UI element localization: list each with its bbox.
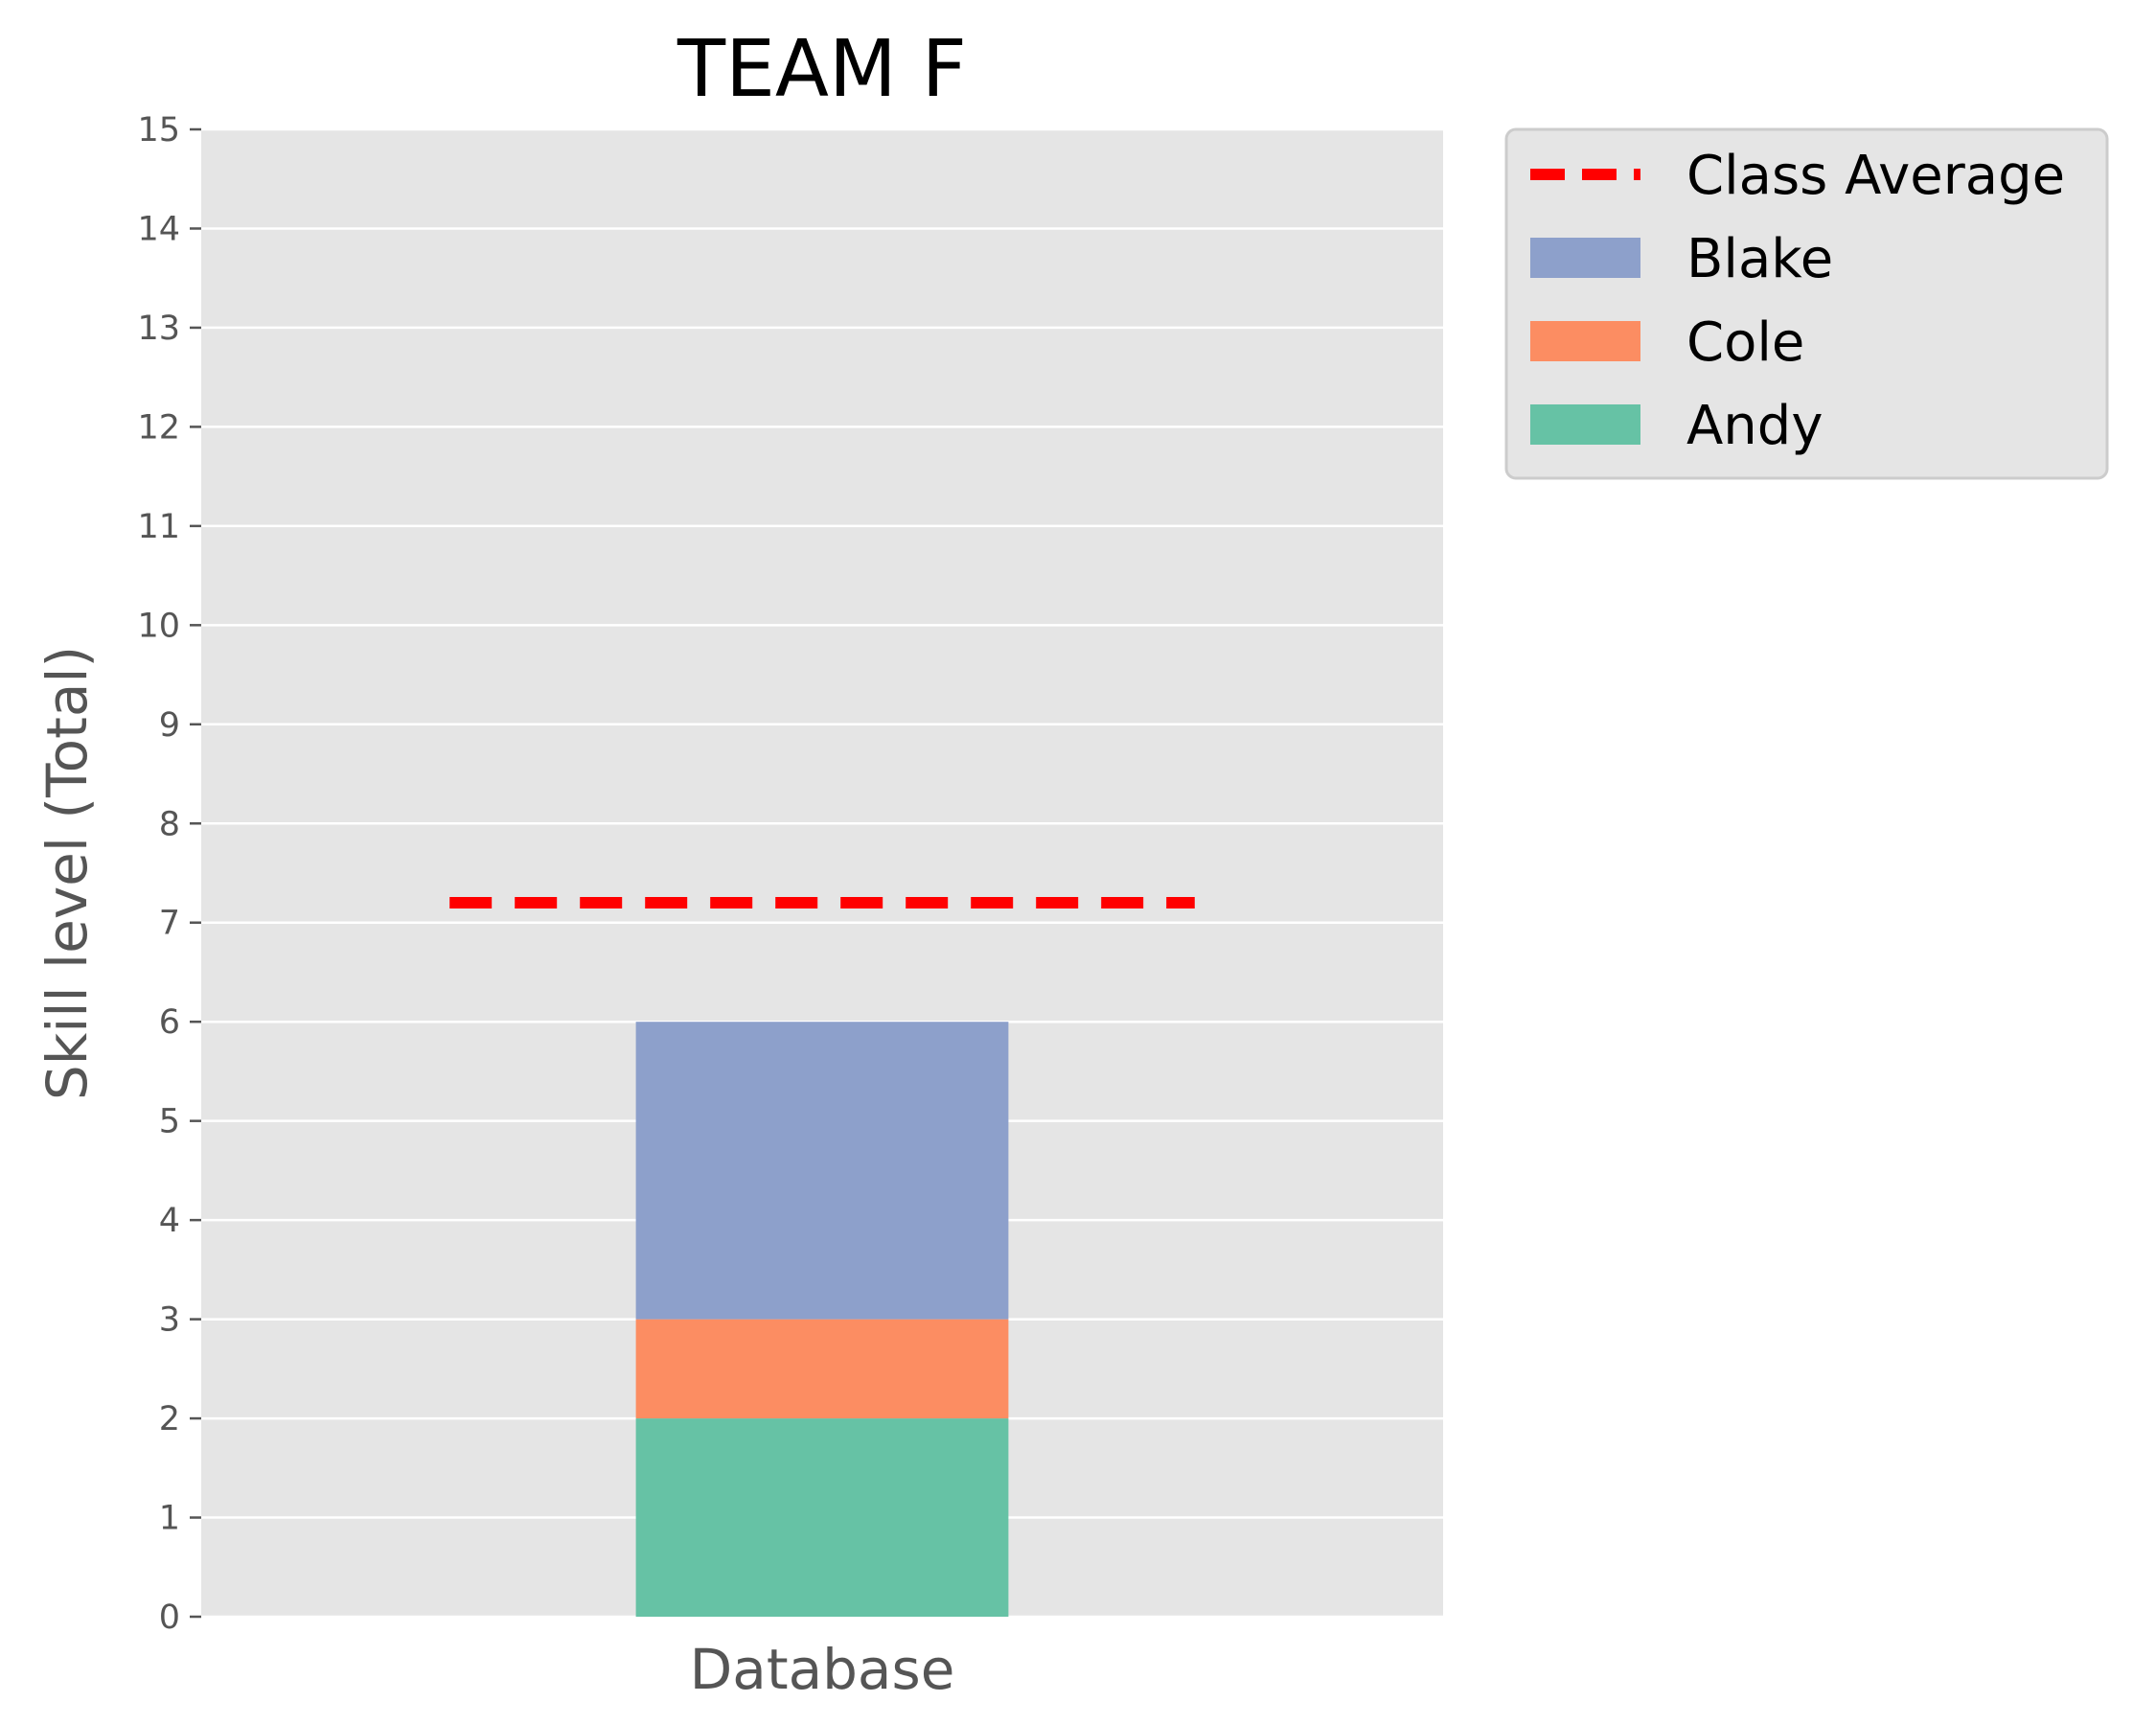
y-tick-label-0: 0: [159, 1598, 180, 1637]
y-tick-label-4: 4: [159, 1202, 180, 1240]
y-tick-label-8: 8: [159, 805, 180, 843]
legend-swatch-andy: [1530, 404, 1640, 445]
bar-blake-database: [635, 1022, 1009, 1320]
grid-lines: [201, 127, 1443, 1619]
y-tick-label-2: 2: [159, 1400, 180, 1438]
y-tick-label-14: 14: [137, 210, 180, 248]
y-tick-label-13: 13: [137, 310, 180, 348]
y-tick-label-15: 15: [137, 111, 180, 150]
legend-label-class-average: Class Average: [1686, 145, 2065, 207]
bar-andy-database: [635, 1418, 1009, 1617]
y-axis-label: Skill level (Total): [34, 646, 100, 1100]
y-tick-label-6: 6: [159, 1003, 180, 1042]
y-tick-label-11: 11: [137, 508, 180, 546]
x-axis: Database: [690, 1637, 955, 1702]
legend-frame: [1504, 127, 2109, 480]
y-tick-label-12: 12: [137, 408, 180, 447]
x-tick-label-database: Database: [690, 1637, 955, 1702]
legend-swatch-blake: [1530, 238, 1640, 278]
legend-label-andy: Andy: [1686, 395, 1823, 457]
chart-title: TEAM F: [677, 24, 967, 115]
legend-swatch-cole: [1530, 321, 1640, 361]
y-tick-label-1: 1: [159, 1500, 180, 1538]
legend-label-blake: Blake: [1686, 228, 1833, 290]
bars: [635, 1022, 1009, 1617]
legend: Class Average Blake Cole Andy: [1504, 127, 2109, 480]
y-tick-label-3: 3: [159, 1301, 180, 1340]
y-tick-label-5: 5: [159, 1103, 180, 1141]
y-tick-label-10: 10: [137, 607, 180, 645]
y-tick-label-9: 9: [159, 706, 180, 745]
legend-label-cole: Cole: [1686, 311, 1804, 374]
y-tick-label-7: 7: [159, 905, 180, 943]
bar-cole-database: [635, 1319, 1009, 1419]
